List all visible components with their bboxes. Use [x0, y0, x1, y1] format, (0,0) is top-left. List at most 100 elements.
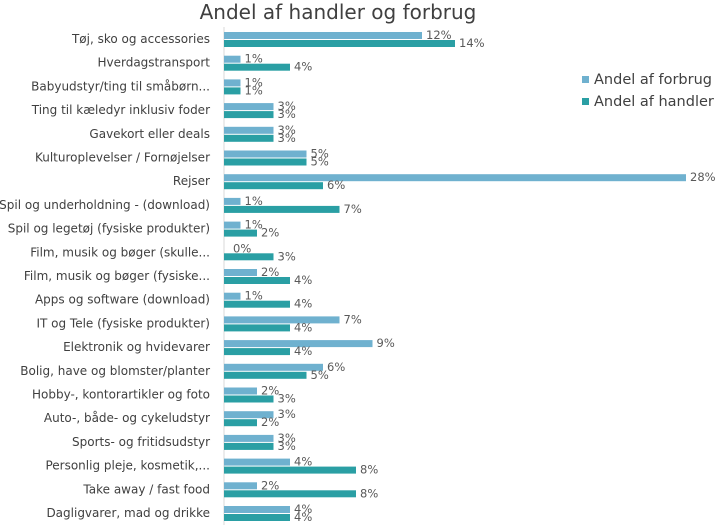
- bar-handler: [224, 40, 455, 47]
- category-row-t-j-sko-og-accessories: Tøj, sko og accessories 12% 14%: [71, 28, 485, 50]
- data-label-forbrug: 3%: [278, 123, 296, 137]
- category-row-rejser: Rejser 28% 6%: [173, 170, 716, 192]
- data-label-handler: 3%: [278, 107, 296, 121]
- bar-forbrug: [224, 174, 686, 182]
- category-row-dagligvarer-mad-og-drikke: Dagligvarer, mad og drikke 4%4%: [46, 502, 312, 524]
- data-label-handler: 3%: [278, 392, 296, 406]
- bar-handler: [224, 182, 323, 190]
- data-label-handler: 2%: [261, 415, 279, 429]
- category-row-apps-og-software-download: Apps og software (download) 1% 4%: [35, 289, 312, 311]
- bar-handler: [224, 111, 274, 119]
- bar-handler: [224, 229, 257, 237]
- data-label-handler: 4%: [294, 344, 312, 358]
- bar-handler: [224, 205, 340, 213]
- data-label-forbrug: 3%: [278, 407, 296, 421]
- category-label: Ting til kæledyr inklusiv foder: [31, 103, 210, 117]
- legend-swatch: [582, 98, 589, 105]
- data-label-forbrug: 1%: [245, 218, 263, 232]
- category-row-film-musik-og-b-ger-skulle: Film, musik og bøger (skulle... 0% 3%: [30, 241, 296, 263]
- data-label-handler: 2%: [261, 226, 279, 240]
- data-label-handler: 8%: [360, 486, 378, 500]
- data-label-forbrug: 3%: [278, 99, 296, 113]
- legend: Andel af forbrug Andel af handler: [582, 72, 714, 110]
- category-label: Elektronik og hvidevarer: [63, 340, 210, 354]
- category-label: Spil og underholdning - (download): [0, 198, 210, 212]
- data-label-forbrug: 9%: [377, 336, 395, 350]
- category-row-spil-og-leget-j-fysiske-produkter: Spil og legetøj (fysiske produkter) 1%2%: [8, 218, 280, 240]
- category-row-film-musik-og-b-ger-fysiske: Film, musik og bøger (fysiske... 2% 4%: [24, 265, 312, 287]
- bar-handler: [224, 300, 290, 308]
- category-label: Rejser: [173, 174, 210, 188]
- bar-handler: [224, 87, 241, 95]
- bar-handler: [224, 419, 257, 427]
- bar-forbrug: [224, 292, 241, 300]
- category-row-hverdagstransport: Hverdagstransport 1% 4%: [97, 52, 312, 74]
- data-label-forbrug: 6%: [327, 360, 345, 374]
- category-label: Bolig, have og blomster/planter: [20, 364, 210, 378]
- bar-forbrug: [224, 482, 257, 490]
- category-label: Dagligvarer, mad og drikke: [46, 506, 210, 520]
- legend-label: Andel af handler: [594, 94, 714, 110]
- bar-handler: [224, 466, 356, 474]
- bar-forbrug: [224, 55, 241, 63]
- category-label: Hobby-, kontorartikler og foto: [32, 388, 210, 402]
- data-label-forbrug: 1%: [245, 52, 263, 66]
- bar-forbrug: [224, 340, 373, 348]
- data-label-forbrug: 1%: [245, 75, 263, 89]
- bar-forbrug: [224, 411, 274, 419]
- data-label-forbrug: 5%: [311, 147, 329, 161]
- category-label: Kulturoplevelser / Fornøjelser: [35, 151, 210, 165]
- bar-forbrug: [224, 387, 257, 395]
- bar-forbrug: [224, 32, 422, 39]
- bar-forbrug: [224, 269, 257, 276]
- bar-handler: [224, 371, 307, 379]
- category-row-babyudstyr-ting-til-smab-rn: Babyudstyr/ting til småbørn... 1%1%: [31, 75, 263, 97]
- bar-handler: [224, 158, 307, 166]
- data-label-forbrug: 12%: [426, 28, 452, 42]
- bar-handler: [224, 63, 290, 71]
- category-row-elektronik-og-hvidevarer: Elektronik og hvidevarer 9% 4%: [63, 336, 395, 358]
- data-label-handler: 8%: [360, 463, 378, 477]
- bar-forbrug: [224, 197, 241, 205]
- category-row-take-away-fast-food: Take away / fast food 2% 8%: [82, 478, 378, 500]
- data-label-forbrug: 4%: [294, 455, 312, 469]
- data-label-handler: 1%: [245, 83, 263, 97]
- data-label-forbrug: 1%: [245, 289, 263, 303]
- category-label: Hverdagstransport: [97, 56, 210, 70]
- data-label-forbrug: 2%: [261, 384, 279, 398]
- data-label-forbrug: 28%: [690, 170, 716, 184]
- category-row-bolig-have-og-blomster-planter: Bolig, have og blomster/planter 6%5%: [20, 360, 345, 382]
- data-label-handler: 4%: [294, 273, 312, 287]
- bar-handler: [224, 490, 356, 498]
- category-label: Personlig pleje, kosmetik,...: [45, 459, 210, 473]
- bar-handler: [224, 277, 290, 284]
- category-row-hobby-kontorartikler-og-foto: Hobby-, kontorartikler og foto 2%3%: [32, 384, 296, 406]
- data-label-handler: 6%: [327, 178, 345, 192]
- bar-rows: Tøj, sko og accessories 12% 14% Hverdagstra…: [0, 28, 716, 524]
- bar-handler: [224, 253, 274, 261]
- legend-label: Andel af forbrug: [594, 72, 712, 88]
- bar-forbrug: [224, 221, 241, 229]
- data-label-forbrug: 1%: [245, 194, 263, 208]
- category-row-gavekort-eller-deals: Gavekort eller deals 3%3%: [89, 123, 295, 145]
- bar-forbrug: [224, 458, 290, 466]
- category-row-ting-til-k-ledyr-inklusiv-foder: Ting til kæledyr inklusiv foder 3%3%: [31, 99, 296, 121]
- bar-forbrug: [224, 103, 274, 111]
- bar-forbrug: [224, 126, 274, 134]
- data-label-handler: 3%: [278, 249, 296, 263]
- data-label-handler: 3%: [278, 131, 296, 145]
- data-label-handler: 4%: [294, 297, 312, 311]
- category-label: Take away / fast food: [82, 482, 210, 496]
- bar-forbrug: [224, 434, 274, 442]
- category-label: Auto-, både- og cykeludstyr: [44, 411, 210, 425]
- data-label-handler: 4%: [294, 60, 312, 74]
- category-label: Babyudstyr/ting til småbørn...: [31, 79, 210, 93]
- bar-forbrug: [224, 150, 307, 158]
- bar-handler: [224, 348, 290, 356]
- data-label-forbrug: 3%: [278, 431, 296, 445]
- data-label-forbrug: 0%: [233, 241, 251, 255]
- category-label: Tøj, sko og accessories: [71, 32, 210, 46]
- category-row-it-og-tele-fysiske-produkter: IT og Tele (fysiske produkter) 7% 4%: [36, 312, 361, 334]
- data-label-handler: 4%: [294, 320, 312, 334]
